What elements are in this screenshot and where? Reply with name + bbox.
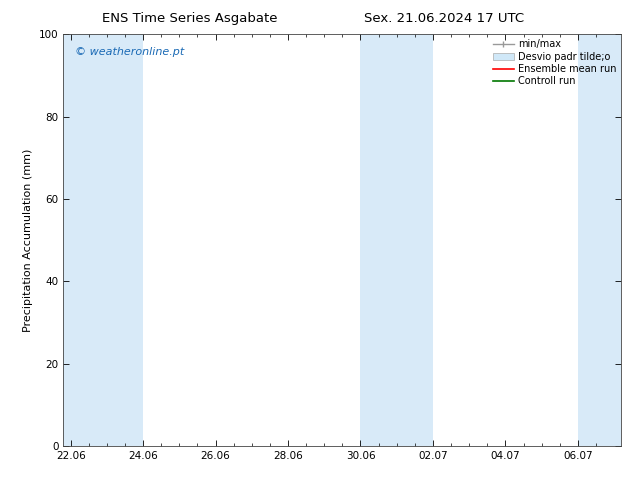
Y-axis label: Precipitation Accumulation (mm): Precipitation Accumulation (mm) — [23, 148, 34, 332]
Legend: min/max, Desvio padr tilde;o, Ensemble mean run, Controll run: min/max, Desvio padr tilde;o, Ensemble m… — [491, 37, 618, 88]
Bar — [578, 34, 621, 446]
Bar — [63, 34, 143, 446]
Bar — [361, 34, 433, 446]
Text: Sex. 21.06.2024 17 UTC: Sex. 21.06.2024 17 UTC — [364, 12, 524, 25]
Text: ENS Time Series Asgabate: ENS Time Series Asgabate — [103, 12, 278, 25]
Text: © weatheronline.pt: © weatheronline.pt — [75, 47, 184, 57]
